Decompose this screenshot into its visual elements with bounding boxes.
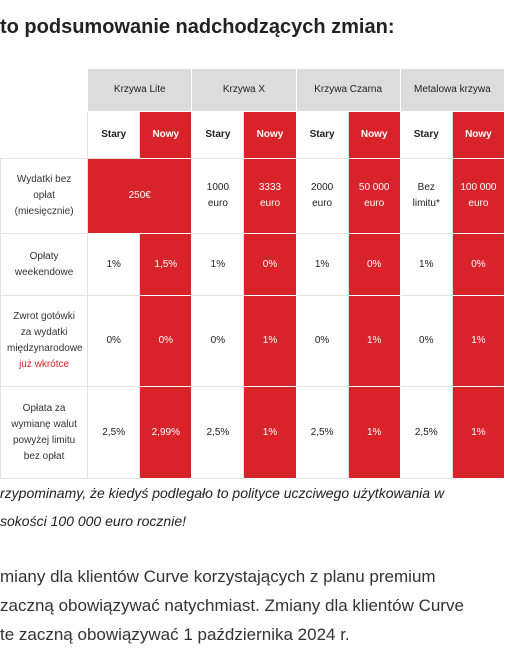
table-cell: 0% (243, 233, 297, 296)
corner (0, 68, 88, 159)
table-cell: 100 000 euro (451, 158, 505, 234)
column-header: Nowy (347, 111, 401, 159)
table-cell: 2,5% (191, 386, 245, 479)
table-cell: 1% (451, 386, 505, 479)
row-label: Opłata za wymianę walut powyżej limitu b… (0, 386, 89, 479)
group-header: Krzywa Lite (87, 68, 193, 112)
table-cell: 0% (399, 295, 453, 387)
paragraph: miany dla klientów Curve korzystających … (0, 562, 464, 649)
row-label: Opłaty weekendowe (0, 233, 89, 296)
row-label-text: Zwrot gotówki za wydatki międzynarodowe (7, 311, 83, 354)
table-cell: 250€ (87, 158, 193, 234)
title: to podsumowanie nadchodzących zmian: (0, 16, 395, 38)
table-cell: 1% (347, 386, 401, 479)
table-cell: 3333 euro (243, 158, 297, 234)
table-cell: 2,5% (87, 386, 141, 479)
table-row: Opłata za wymianę walut powyżej limitu b… (0, 386, 505, 479)
column-header: Nowy (243, 111, 297, 159)
table-cell: 1% (451, 295, 505, 387)
table-cell: 2000 euro (295, 158, 349, 234)
row-note: już wkrótce (19, 359, 70, 370)
footnote-line: rzypominamy, że kiedyś podlegało to poli… (0, 485, 445, 501)
table-row: Zwrot gotówki za wydatki międzynarodowe j… (0, 295, 505, 387)
group-header: Krzywa X (191, 68, 297, 112)
column-header: Stary (87, 111, 141, 159)
table-cell: 1% (295, 233, 349, 296)
table-cell: 1% (243, 295, 297, 387)
row-label-text: Wydatki bez opłat (miesięcznie) (14, 174, 74, 217)
table-cell: 0% (139, 295, 193, 387)
comparison-table: Krzywa Lite Krzywa X Krzywa Czarna Metalowa… (0, 68, 505, 479)
table-cell: 50 000 euro (347, 158, 401, 234)
table-cell: 1% (87, 233, 141, 296)
table-cell: 0% (295, 295, 349, 387)
group-header: Metalowa krzywa (399, 68, 505, 112)
row-label-text: Opłaty weekendowe (14, 250, 74, 278)
column-header: Nowy (139, 111, 193, 159)
column-header: Nowy (451, 111, 505, 159)
table-cell: 0% (347, 233, 401, 296)
table-cell: 2,99% (139, 386, 193, 479)
paragraph-line: zaczną obowiązywać natychmiast. Zmiany d… (0, 596, 464, 615)
table-cell: 1% (191, 233, 245, 296)
paragraph-line: miany dla klientów Curve korzystających … (0, 567, 436, 586)
footnote: rzypominamy, że kiedyś podlegało to poli… (0, 479, 444, 535)
group-row: Krzywa Lite Krzywa X Krzywa Czarna Metalowa… (0, 68, 505, 159)
table-cell: 1000 euro (191, 158, 245, 234)
table-cell: 0% (451, 233, 505, 296)
row-label: Zwrot gotówki za wydatki międzynarodowe j… (0, 295, 89, 387)
table-cell: 2,5% (399, 386, 453, 479)
table-cell: 1% (399, 233, 453, 296)
table-cell: 0% (87, 295, 141, 387)
table-cell: 0% (191, 295, 245, 387)
column-header: Stary (295, 111, 349, 159)
footnote-line: sokości 100 000 euro rocznie! (0, 513, 186, 529)
table-row: Wydatki bez opłat (miesięcznie) 250€ 1000 … (0, 158, 505, 234)
group-header: Krzywa Czarna (295, 68, 401, 112)
row-label: Wydatki bez opłat (miesięcznie) (0, 158, 89, 234)
subheader-row: Stary Nowy Stary Nowy Stary Nowy Stary Nowy (1, 111, 505, 159)
table-row: Opłaty weekendowe 1% 1,5% 1% 0% 1% 0% 1% 0% (0, 233, 505, 296)
table-cell: 1% (347, 295, 401, 387)
column-header: Stary (399, 111, 453, 159)
row-label-text: Opłata za wymianę walut powyżej limitu b… (11, 402, 77, 462)
column-header: Stary (191, 111, 245, 159)
table-cell: 1,5% (139, 233, 193, 296)
table-cell: 1% (243, 386, 297, 479)
table-cell: Bez limitu* (399, 158, 453, 234)
table-cell: 2,5% (295, 386, 349, 479)
paragraph-line: te zaczną obowiązywać 1 października 202… (0, 625, 350, 644)
